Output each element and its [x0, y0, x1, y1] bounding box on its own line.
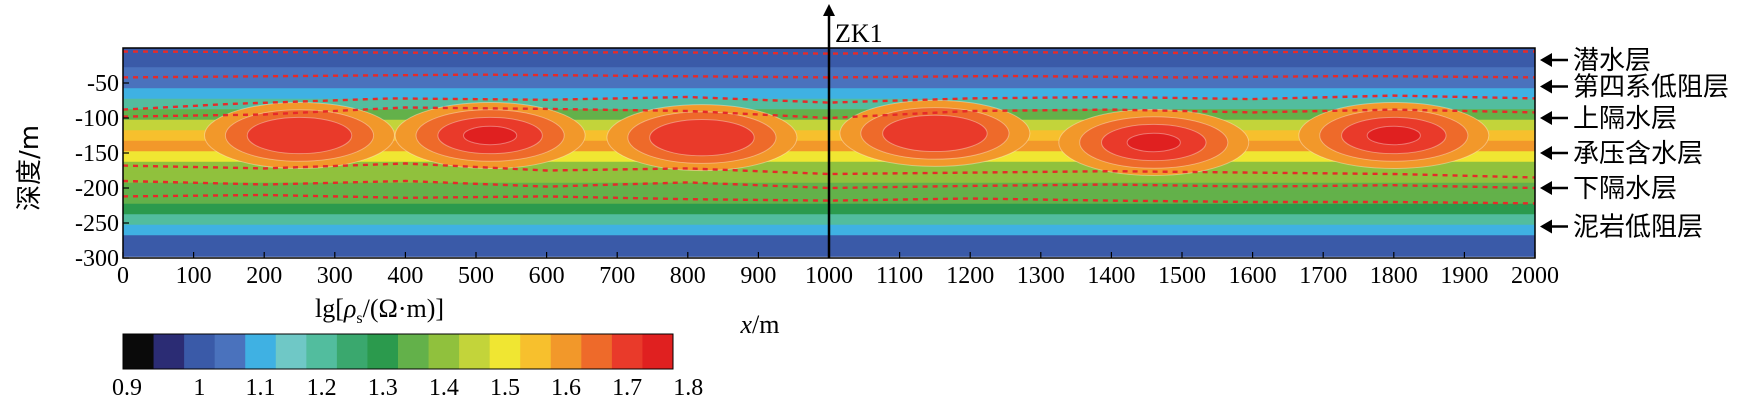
arrowhead-icon — [1540, 111, 1552, 125]
layer-annotation: 承压含水层 — [1540, 139, 1703, 169]
resistivity-contour — [463, 125, 518, 146]
x-tick-label: 0 — [117, 263, 129, 289]
high-resistivity-zone — [204, 102, 395, 169]
colorbar-tick-label: 0.9 — [112, 375, 142, 401]
colorbar-tick-label: 1.5 — [490, 375, 520, 401]
colorbar-swatch — [581, 334, 613, 369]
colorbar-swatch — [245, 334, 277, 369]
x-tick-label: 400 — [387, 263, 423, 289]
colorbar-tick-label: 1.6 — [551, 375, 581, 401]
borehole-label: ZK1 — [835, 19, 883, 48]
colorbar-swatch — [520, 334, 552, 369]
y-tick-label: -100 — [75, 106, 119, 132]
colorbar-tick-label: 1.7 — [612, 375, 642, 401]
colorbar-swatch — [123, 334, 155, 369]
colorbar-swatch — [428, 334, 460, 369]
resistivity-contour — [1366, 125, 1421, 146]
y-tick-label: -200 — [75, 176, 119, 202]
layer-boundary-line — [123, 94, 1535, 111]
colorbar-swatch — [611, 334, 643, 369]
resistivity-contour — [882, 114, 988, 153]
x-tick-label: 1000 — [805, 263, 853, 289]
x-tick-label: 2000 — [1511, 263, 1559, 289]
x-tick-label: 1300 — [1017, 263, 1065, 289]
x-tick-label: 600 — [529, 263, 565, 289]
x-axis: 0 100 200 300 400 500 600 700 800 900 1000 1100 1200… — [117, 252, 1559, 289]
layer-annotation: 上隔水层 — [1540, 104, 1677, 134]
x-tick-label: 1400 — [1087, 263, 1135, 289]
layer-label: 上隔水层 — [1573, 104, 1677, 134]
high-resistivity-zone — [1298, 102, 1490, 169]
colorbar-label: lg[ρs/(Ω·m)] — [315, 294, 444, 327]
x-tick-label: 200 — [246, 263, 282, 289]
colorbar-swatch — [367, 334, 399, 369]
high-resistivity-zone — [606, 104, 798, 172]
colorbar-swatch — [306, 334, 338, 369]
y-tick-label: -50 — [87, 71, 119, 97]
colorbar-swatch — [336, 334, 368, 369]
x-tick-label: 1700 — [1299, 263, 1347, 289]
layer-annotation: 第四系低阻层 — [1540, 73, 1729, 103]
layer-label: 潜水层 — [1573, 46, 1651, 76]
x-axis-label: x/m — [740, 310, 780, 339]
arrowhead-icon — [1540, 181, 1552, 195]
arrowhead-icon — [1540, 79, 1552, 94]
x-tick-label: 500 — [458, 263, 494, 289]
x-tick-label: 1600 — [1229, 263, 1277, 289]
layer-label: 下隔水层 — [1573, 174, 1677, 204]
layer-annotation: 下隔水层 — [1540, 174, 1677, 204]
layer-label: 第四系低阻层 — [1573, 73, 1729, 103]
y-tick-label: -300 — [75, 246, 119, 272]
arrowhead-icon — [1540, 219, 1552, 234]
colorbar-swatch — [489, 334, 521, 369]
colorbar-tick-label: 1.8 — [673, 375, 703, 401]
x-tick-label: 1500 — [1158, 263, 1206, 289]
resistivity-contour — [1126, 132, 1181, 153]
layer-boundary-lines — [123, 50, 1535, 205]
x-tick-label: 1100 — [876, 263, 923, 289]
x-tick-label: 1900 — [1440, 263, 1488, 289]
x-tick-label: 800 — [670, 263, 706, 289]
layer-label: 承压含水层 — [1573, 139, 1703, 169]
y-axis-label: 深度/m — [15, 125, 45, 211]
colorbar-swatch — [184, 334, 216, 369]
colorbar-swatch — [398, 334, 430, 369]
y-tick-label: -150 — [75, 141, 119, 167]
colorbar-frame — [122, 333, 674, 370]
x-tick-label: 300 — [317, 263, 353, 289]
colorbar: 0.9 1 1.1 1.2 1.3 1.4 1.5 1.6 1.7 1.8 — [112, 333, 703, 401]
colorbar-swatch — [214, 334, 246, 369]
y-tick-label: -250 — [75, 211, 119, 237]
layer-annotation: 泥岩低阻层 — [1540, 213, 1703, 243]
arrowhead-icon — [1540, 146, 1552, 160]
colorbar-tick-label: 1.2 — [307, 375, 337, 401]
colorbar-swatch — [275, 334, 307, 369]
colorbar-tick-label: 1 — [193, 375, 205, 401]
colorbar-swatch — [550, 334, 582, 369]
resistivity-contour — [246, 116, 353, 155]
x-tick-label: 700 — [599, 263, 635, 289]
borehole-zk1: ZK1 — [823, 4, 883, 258]
y-axis: -50 -100 -150 -200 -250 -300 — [75, 71, 129, 272]
x-tick-label: 900 — [740, 263, 776, 289]
high-resistivity-zones — [204, 99, 1490, 176]
colorbar-swatch — [459, 334, 491, 369]
layer-annotation: 潜水层 — [1540, 46, 1651, 76]
high-resistivity-zone — [394, 102, 586, 169]
high-resistivity-zone — [1058, 109, 1250, 176]
layer-label: 泥岩低阻层 — [1573, 213, 1703, 243]
x-tick-label: 100 — [176, 263, 212, 289]
x-tick-label: 1200 — [946, 263, 994, 289]
x-tick-label: 1800 — [1370, 263, 1418, 289]
colorbar-tick-label: 1.3 — [368, 375, 398, 401]
colorbar-tick-label: 1.4 — [429, 375, 459, 401]
high-resistivity-zone — [839, 99, 1031, 167]
resistivity-contour — [649, 118, 755, 157]
colorbar-tick-label: 1.1 — [246, 375, 276, 401]
arrowhead-icon — [1540, 53, 1552, 67]
colorbar-swatch — [153, 334, 185, 369]
colorbar-swatch — [642, 334, 674, 369]
